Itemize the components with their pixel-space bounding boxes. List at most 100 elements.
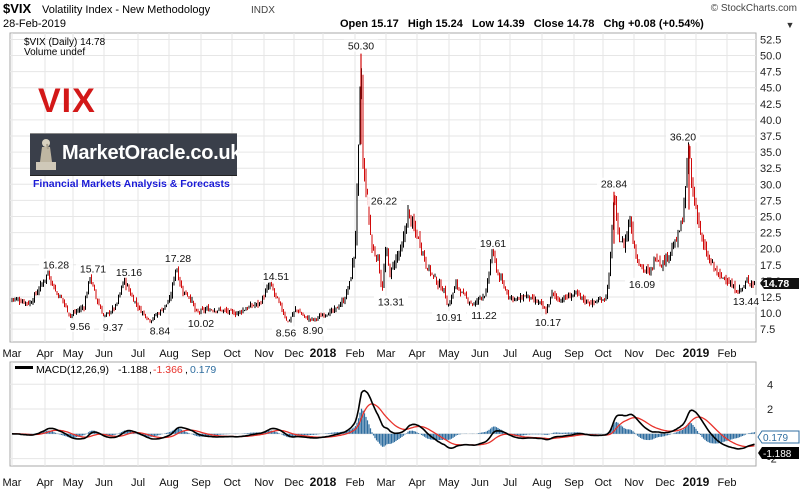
month-label: Nov	[624, 477, 644, 489]
month-label: May	[63, 477, 84, 489]
annotation-label: 50.30	[348, 41, 374, 53]
chart-credit: © StockCharts.com	[711, 3, 797, 14]
annotation-bg	[625, 277, 659, 290]
annotation-bg	[531, 315, 565, 328]
month-label: 2019	[683, 475, 710, 489]
month-axis-macd: Mar Apr May Jun Jul Aug Sep Oct Nov Dec 2018 Feb Mar…	[3, 475, 737, 489]
hist-legend-value: 0.179	[190, 364, 216, 376]
macd-legend-comma1: ,	[149, 364, 152, 376]
annotation-label: 28.84	[601, 179, 627, 191]
month-axis-price: Mar Apr May Jun Jul Aug Sep Oct Nov Dec 2018 Feb Mar…	[3, 346, 737, 360]
annotation-bg	[432, 311, 466, 324]
month-label: Dec	[284, 477, 304, 489]
price-tick-label: 22.5	[760, 228, 781, 240]
month-label: 2018	[310, 346, 337, 360]
price-tick-label: 35.0	[760, 147, 781, 159]
annotation-label: 17.28	[165, 253, 191, 265]
month-label: Apr	[36, 348, 53, 360]
price-tick-label: 25.0	[760, 211, 781, 223]
month-label: Mar	[3, 477, 22, 489]
month-label: Jun	[471, 477, 489, 489]
legend-volume: Volume undef	[24, 47, 85, 58]
annotation-label: 14.51	[263, 271, 289, 283]
month-label: May	[439, 477, 460, 489]
thinker-statue-icon	[36, 139, 56, 170]
annotation-bg	[146, 324, 174, 337]
month-label: May	[63, 348, 84, 360]
month-label: Aug	[159, 477, 179, 489]
month-label: Dec	[655, 348, 675, 360]
chart-collapse-arrow[interactable]: ▼	[786, 20, 795, 30]
month-label: Jul	[503, 348, 517, 360]
annotation-bg	[299, 324, 327, 337]
macd-legend-label: MACD(12,26,9)	[36, 364, 109, 376]
annotation-label: 9.56	[70, 321, 91, 333]
macd-value-tag-text: -1.188	[763, 449, 792, 460]
annotation-label: 8.56	[276, 327, 297, 339]
month-label: Dec	[655, 477, 675, 489]
month-label: Sep	[191, 348, 211, 360]
month-label: Oct	[223, 477, 240, 489]
last-price-tag: 14.78	[760, 278, 799, 290]
annotation-label: 15.16	[116, 267, 142, 279]
month-label: Feb	[718, 477, 737, 489]
month-label: Apr	[408, 477, 425, 489]
month-label: Apr	[408, 348, 425, 360]
month-label: Nov	[624, 348, 644, 360]
month-label: Oct	[594, 348, 611, 360]
annotation-bg	[467, 309, 501, 322]
macd-tick-label: 4	[767, 379, 773, 391]
month-label: Jul	[131, 477, 145, 489]
macd-hist-tag: 0.179	[757, 430, 800, 444]
logo-text: MarketOracle.co.uk	[62, 142, 242, 164]
price-tick-label: 30.0	[760, 179, 781, 191]
annotation-bg	[161, 252, 195, 265]
annotation-label: 16.09	[629, 279, 655, 291]
annotation-label: 15.71	[80, 263, 106, 275]
chart-ohlc: Open 15.17 High 15.24 Low 14.39 Close 14…	[340, 18, 704, 30]
signal-legend-value: -1.366	[153, 364, 183, 376]
price-tick-label: 40.0	[760, 115, 781, 127]
price-tick-label: 42.5	[760, 99, 781, 111]
month-label: Feb	[346, 348, 365, 360]
vix-title: VIX	[38, 82, 96, 120]
month-label: Sep	[564, 477, 584, 489]
annotation-bg	[76, 262, 110, 275]
legend-main: $VIX (Daily) 14.78	[24, 37, 106, 48]
annotation-bg	[344, 39, 378, 52]
annotation-bg	[367, 194, 401, 207]
macd-tick-label: 2	[767, 404, 773, 416]
month-label: Feb	[346, 477, 365, 489]
price-tick-label: 27.5	[760, 195, 781, 207]
macd-y-axis: 4 2 -2	[767, 379, 777, 465]
annotation-bg	[374, 295, 408, 308]
logo-tagline: Financial Markets Analysis & Forecasts	[33, 178, 230, 190]
month-label: Oct	[594, 477, 611, 489]
month-label: Mar	[377, 477, 396, 489]
price-tick-label: 10.0	[760, 308, 781, 320]
month-label: 2018	[310, 475, 337, 489]
annotation-bg	[39, 258, 73, 271]
annotation-bg	[597, 177, 631, 190]
month-label: Nov	[254, 477, 274, 489]
chart-exchange: INDX	[251, 5, 275, 16]
macd-line	[11, 389, 755, 450]
month-label: Sep	[191, 477, 211, 489]
month-label: Jul	[503, 477, 517, 489]
month-label: Aug	[532, 348, 552, 360]
price-tick-label: 47.5	[760, 67, 781, 79]
price-tick-label: 45.0	[760, 83, 781, 95]
annotation-label: 8.90	[303, 325, 324, 337]
annotation-label: 10.17	[535, 317, 561, 329]
price-candles	[11, 53, 755, 324]
chart-symbol: $VIX	[3, 1, 32, 16]
month-label: Aug	[159, 348, 179, 360]
macd-legend: MACD(12,26,9) -1.188 , -1.366 , 0.179	[15, 364, 216, 376]
annotation-label: 36.20	[670, 131, 696, 143]
annotation-bg	[184, 316, 218, 329]
annotation-label: 19.61	[480, 238, 506, 250]
month-label: Jul	[131, 348, 145, 360]
annotation-label: 26.22	[371, 196, 397, 208]
macd-legend-comma2: ,	[185, 364, 188, 376]
